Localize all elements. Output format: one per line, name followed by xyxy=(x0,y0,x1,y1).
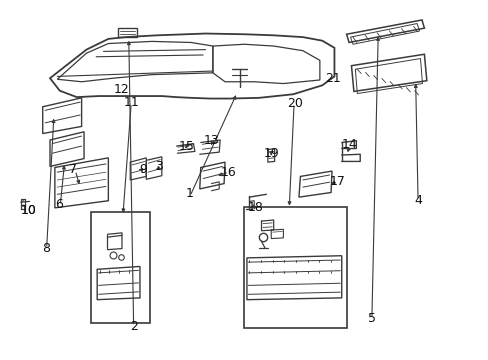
Text: 9: 9 xyxy=(139,163,147,176)
Text: 6: 6 xyxy=(55,198,62,211)
Text: 21: 21 xyxy=(325,72,340,85)
Text: 17: 17 xyxy=(329,175,345,188)
Bar xyxy=(244,207,346,328)
Text: 1: 1 xyxy=(186,187,194,200)
Text: 7: 7 xyxy=(69,163,77,176)
Text: 8: 8 xyxy=(42,242,50,255)
Text: 11: 11 xyxy=(123,96,139,109)
Text: 15: 15 xyxy=(178,140,194,153)
Text: 12: 12 xyxy=(114,84,130,96)
Text: 13: 13 xyxy=(203,134,219,147)
Bar xyxy=(91,212,149,323)
Text: 5: 5 xyxy=(367,312,375,325)
Text: 3: 3 xyxy=(155,160,163,173)
Bar xyxy=(118,28,136,37)
Text: 18: 18 xyxy=(247,201,263,214)
Text: 20: 20 xyxy=(286,97,302,110)
Text: 4: 4 xyxy=(413,194,421,207)
Text: 14: 14 xyxy=(341,138,357,151)
Text: 2: 2 xyxy=(129,320,137,333)
Text: 19: 19 xyxy=(264,147,279,160)
Text: 10: 10 xyxy=(20,204,36,217)
Text: 10: 10 xyxy=(20,204,36,217)
Text: 16: 16 xyxy=(221,166,236,179)
